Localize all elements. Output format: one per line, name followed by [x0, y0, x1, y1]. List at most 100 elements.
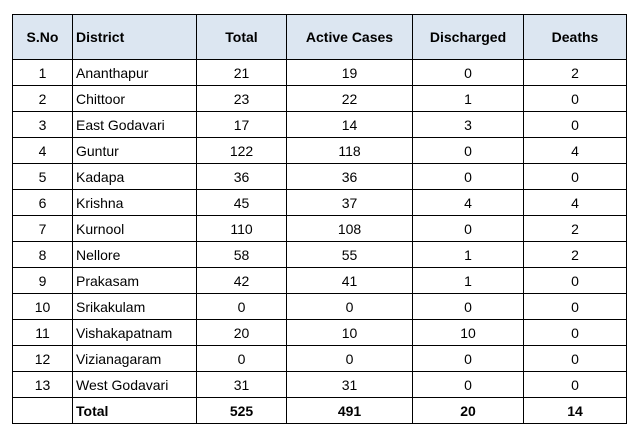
- table-body: 1 Ananthapur 21 19 0 2 2 Chittoor 23 22 1 0 3 East Go…: [12, 59, 627, 424]
- cell: 3: [12, 111, 73, 138]
- cell: Guntur: [72, 137, 197, 164]
- cell: 19: [286, 59, 413, 86]
- cell: East Godavari: [72, 111, 197, 138]
- cell: 23: [196, 85, 287, 112]
- column-header: S.No: [12, 14, 73, 60]
- cell: 1: [412, 85, 524, 112]
- cell: 0: [523, 85, 627, 112]
- table-row: 1 Ananthapur 21 19 0 2: [12, 59, 627, 86]
- cell: Nellore: [72, 241, 197, 268]
- cell: 122: [196, 137, 287, 164]
- cell: 7: [12, 215, 73, 242]
- cell: 2: [12, 85, 73, 112]
- table-row: 8 Nellore 58 55 1 2: [12, 241, 627, 268]
- table-row: 7 Kurnool 110 108 0 2: [12, 215, 627, 242]
- table-head: S.No District Total Active Cases Discharged D…: [12, 14, 627, 60]
- table-row: 9 Prakasam 42 41 1 0: [12, 267, 627, 294]
- cell: 5: [12, 163, 73, 190]
- cell: 21: [196, 59, 287, 86]
- cell: Chittoor: [72, 85, 197, 112]
- cell: 4: [412, 189, 524, 216]
- cell: 0: [412, 345, 524, 372]
- cell: Vizianagaram: [72, 345, 197, 372]
- column-header: Deaths: [523, 14, 627, 60]
- cell: Ananthapur: [72, 59, 197, 86]
- cell: 31: [196, 371, 287, 398]
- cell: West Godavari: [72, 371, 197, 398]
- cell: 0: [412, 215, 524, 242]
- cell: 0: [523, 111, 627, 138]
- cell: 13: [12, 371, 73, 398]
- cell: 11: [12, 319, 73, 346]
- cell: 12: [12, 345, 73, 372]
- cell: 41: [286, 267, 413, 294]
- cell: 0: [412, 59, 524, 86]
- cell: 2: [523, 59, 627, 86]
- cell: 0: [196, 345, 287, 372]
- cell: 0: [523, 267, 627, 294]
- cell: 42: [196, 267, 287, 294]
- cell: 0: [523, 345, 627, 372]
- cell: 2: [523, 215, 627, 242]
- cell: 0: [286, 345, 413, 372]
- cell: 0: [523, 371, 627, 398]
- cell: 36: [196, 163, 287, 190]
- cell: 4: [523, 137, 627, 164]
- cell: 0: [412, 137, 524, 164]
- total-cell: 14: [523, 397, 627, 424]
- table-row: 10 Srikakulam 0 0 0 0: [12, 293, 627, 320]
- column-header: Total: [196, 14, 287, 60]
- cell: 22: [286, 85, 413, 112]
- cell: Krishna: [72, 189, 197, 216]
- cell: 10: [12, 293, 73, 320]
- cell: 20: [196, 319, 287, 346]
- cell: 118: [286, 137, 413, 164]
- cell: 4: [12, 137, 73, 164]
- cell: 45: [196, 189, 287, 216]
- cell: [12, 397, 73, 424]
- column-header: Discharged: [412, 14, 524, 60]
- cell: 4: [523, 189, 627, 216]
- cell: Vishakapatnam: [72, 319, 197, 346]
- cell: 0: [412, 163, 524, 190]
- table-row: 5 Kadapa 36 36 0 0: [12, 163, 627, 190]
- table-row: 13 West Godavari 31 31 0 0: [12, 371, 627, 398]
- table-row: 6 Krishna 45 37 4 4: [12, 189, 627, 216]
- cell: 0: [523, 163, 627, 190]
- total-cell: 491: [286, 397, 413, 424]
- header-row: S.No District Total Active Cases Discharged D…: [12, 14, 627, 60]
- cell: 0: [286, 293, 413, 320]
- data-table: S.No District Total Active Cases Discharged D…: [12, 14, 627, 424]
- cell: 1: [412, 267, 524, 294]
- cell: Kurnool: [72, 215, 197, 242]
- total-cell: 20: [412, 397, 524, 424]
- total-label: Total: [72, 397, 197, 424]
- total-row: Total 525 491 20 14: [12, 397, 627, 424]
- cell: 1: [412, 241, 524, 268]
- cell: Kadapa: [72, 163, 197, 190]
- cell: Srikakulam: [72, 293, 197, 320]
- cell: 110: [196, 215, 287, 242]
- total-cell: 525: [196, 397, 287, 424]
- cell: 31: [286, 371, 413, 398]
- table-row: 4 Guntur 122 118 0 4: [12, 137, 627, 164]
- cell: 9: [12, 267, 73, 294]
- table-row: 2 Chittoor 23 22 1 0: [12, 85, 627, 112]
- cell: 37: [286, 189, 413, 216]
- cell: 2: [523, 241, 627, 268]
- cell: 17: [196, 111, 287, 138]
- cell: 0: [523, 319, 627, 346]
- cell: 6: [12, 189, 73, 216]
- column-header: District: [72, 14, 197, 60]
- cell: 58: [196, 241, 287, 268]
- table-row: 12 Vizianagaram 0 0 0 0: [12, 345, 627, 372]
- cell: 0: [412, 371, 524, 398]
- table-row: 11 Vishakapatnam 20 10 10 0: [12, 319, 627, 346]
- cell: 0: [196, 293, 287, 320]
- cell: 108: [286, 215, 413, 242]
- cell: 10: [286, 319, 413, 346]
- cell: 55: [286, 241, 413, 268]
- cell: 0: [523, 293, 627, 320]
- table-row: 3 East Godavari 17 14 3 0: [12, 111, 627, 138]
